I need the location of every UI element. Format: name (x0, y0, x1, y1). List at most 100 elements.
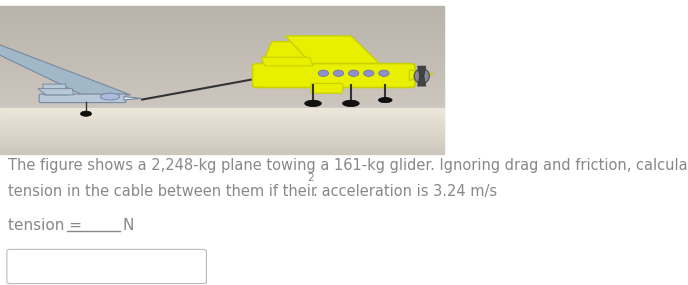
Bar (0, 16, 444, 19)
Bar (0, 124, 444, 125)
Bar (0, 98, 444, 101)
Bar (0, 36, 444, 39)
Bar (0, 11, 444, 13)
Bar (0, 136, 444, 137)
Bar (0, 114, 444, 115)
FancyBboxPatch shape (7, 249, 206, 284)
Bar (0, 141, 444, 142)
Bar (0, 123, 444, 124)
Bar (0, 60, 444, 62)
Ellipse shape (305, 100, 321, 107)
Text: tension in the cable between them if their acceleration is 3.24 m/s: tension in the cable between them if the… (8, 184, 497, 199)
Text: .: . (312, 184, 317, 199)
Bar (0, 67, 444, 70)
Bar (0, 75, 444, 78)
Bar (0, 47, 444, 49)
Bar (0, 138, 444, 139)
Bar (0, 106, 444, 108)
Bar (0, 101, 444, 103)
Ellipse shape (333, 70, 344, 76)
Bar (0, 127, 444, 128)
Polygon shape (418, 76, 426, 86)
Polygon shape (124, 97, 141, 100)
Bar (0, 57, 444, 60)
Ellipse shape (318, 70, 329, 76)
Bar (0, 34, 444, 36)
Bar (0, 93, 444, 95)
Bar (0, 150, 444, 152)
Bar (0, 133, 444, 135)
Bar (0, 144, 444, 145)
Bar (0, 6, 444, 8)
Bar (0, 90, 444, 93)
Bar (0, 24, 444, 26)
Bar (0, 153, 444, 154)
Bar (0, 120, 444, 121)
Bar (0, 42, 444, 44)
Bar (0, 132, 444, 133)
Bar (0, 135, 444, 136)
Bar (0, 83, 444, 85)
Text: tension =: tension = (8, 218, 87, 233)
Ellipse shape (363, 70, 374, 76)
Bar (0, 80, 444, 83)
Bar (0, 146, 444, 147)
Bar (0, 54, 444, 57)
FancyBboxPatch shape (311, 84, 343, 93)
Polygon shape (409, 70, 433, 80)
Bar (0, 21, 444, 24)
Bar (0, 117, 444, 119)
Bar (0, 88, 444, 90)
Bar (0, 13, 444, 16)
Text: The figure shows a 2,248-kg plane towing a 161-kg glider. Ignoring drag and fric: The figure shows a 2,248-kg plane towing… (8, 158, 688, 173)
Ellipse shape (414, 69, 429, 84)
Ellipse shape (100, 93, 120, 100)
Bar (0, 129, 444, 130)
FancyBboxPatch shape (252, 64, 415, 87)
Polygon shape (43, 84, 67, 95)
Ellipse shape (80, 111, 92, 116)
Bar (0, 103, 444, 106)
Bar (0, 39, 444, 42)
Bar (0, 70, 444, 72)
Polygon shape (261, 57, 313, 66)
Bar (0, 62, 444, 65)
Text: 2: 2 (307, 173, 314, 183)
Bar (0, 29, 444, 31)
Ellipse shape (378, 70, 389, 76)
Bar (0, 72, 444, 75)
Bar (0, 44, 444, 47)
Bar (0, 149, 444, 150)
Bar (0, 128, 444, 129)
Bar (0, 112, 444, 113)
Bar (0, 111, 444, 112)
Bar (0, 122, 444, 123)
Bar (0, 115, 444, 116)
Polygon shape (0, 44, 131, 95)
Bar (0, 26, 444, 29)
Bar (0, 121, 444, 122)
Bar (0, 95, 444, 98)
Polygon shape (38, 89, 74, 95)
Bar (0, 49, 444, 52)
Ellipse shape (343, 100, 359, 107)
Bar (0, 78, 444, 80)
Bar (0, 116, 444, 117)
Bar (0, 145, 444, 146)
Bar (0, 125, 444, 127)
Bar (0, 52, 444, 54)
Bar (0, 142, 444, 144)
Bar (0, 130, 444, 131)
Bar (0, 19, 444, 21)
Bar (0, 119, 444, 120)
Polygon shape (418, 66, 426, 76)
Bar (0, 109, 444, 111)
Bar (0, 8, 444, 11)
Bar (0, 148, 444, 149)
Text: N: N (122, 218, 134, 233)
Bar (0, 137, 444, 138)
Bar (0, 131, 444, 132)
Ellipse shape (348, 70, 359, 76)
Bar (0, 31, 444, 34)
Polygon shape (286, 36, 382, 66)
